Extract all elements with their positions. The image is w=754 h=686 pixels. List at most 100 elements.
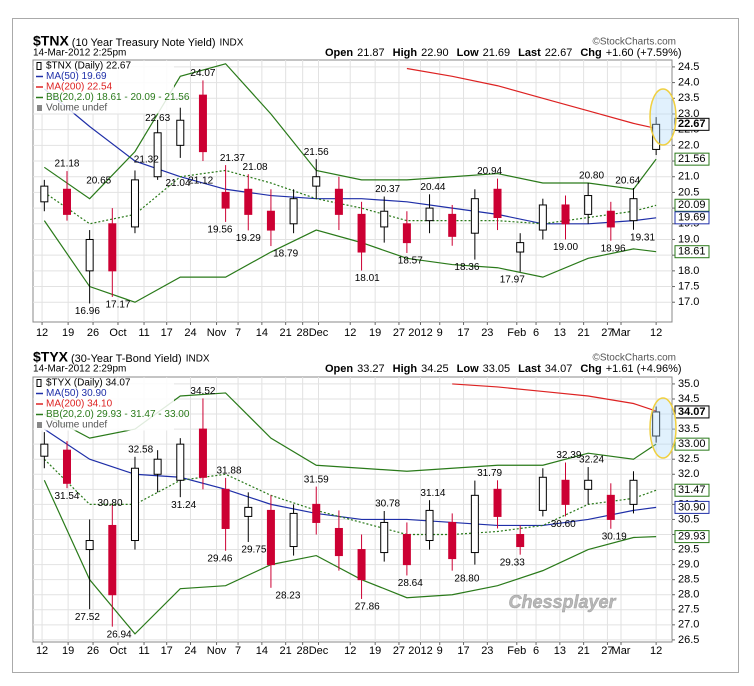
annotation: 21.12 bbox=[188, 176, 213, 187]
y-tick-label: 20.5 bbox=[678, 186, 699, 198]
last-value-label: 19.69 bbox=[678, 212, 706, 224]
y-tick-label: 19.0 bbox=[678, 233, 699, 245]
candle-body bbox=[85, 540, 94, 551]
candle-body bbox=[108, 223, 117, 272]
x-tick-label: 9 bbox=[437, 645, 443, 657]
candle-body bbox=[289, 512, 298, 548]
subtitle: 14-Mar-2012 2:29pm bbox=[33, 364, 126, 375]
x-tick-label: 12 bbox=[344, 645, 356, 657]
last-value-label: 20.09 bbox=[678, 199, 706, 211]
x-tick-label: Feb bbox=[507, 327, 526, 339]
x-tick-label: 28 bbox=[297, 645, 309, 657]
x-tick-label: 2012 bbox=[408, 645, 432, 657]
annotation: 21.56 bbox=[304, 147, 329, 158]
candle-body bbox=[380, 210, 389, 228]
candle-body bbox=[244, 188, 253, 215]
y-tick-label: 29.5 bbox=[678, 543, 699, 555]
candle-body bbox=[198, 428, 207, 478]
annotation: 19.31 bbox=[630, 232, 655, 243]
quote-label: Open bbox=[325, 47, 353, 59]
candle-body bbox=[85, 238, 94, 272]
last-value-label: 18.61 bbox=[678, 246, 706, 258]
quote-value: 21.69 bbox=[483, 47, 511, 59]
chart-title: (30-Year T-Bond Yield) bbox=[71, 353, 182, 365]
annotation: 32.39 bbox=[556, 450, 581, 461]
x-tick-label: Dec bbox=[309, 645, 329, 657]
legend-bg bbox=[34, 82, 174, 93]
candle-body bbox=[312, 503, 321, 523]
candle-body bbox=[606, 210, 615, 228]
symbol: $TYX bbox=[33, 349, 69, 365]
x-tick-label: 11 bbox=[138, 327, 149, 339]
annotation: 19.29 bbox=[236, 233, 261, 244]
legend-label: BB(20,2.0) 29.93 - 31.47 - 33.00 bbox=[46, 409, 190, 420]
annotation: 20.44 bbox=[420, 182, 445, 193]
annotation: 31.14 bbox=[420, 488, 445, 499]
x-tick-label: 17 bbox=[161, 327, 173, 339]
candle-body bbox=[652, 123, 661, 150]
annotation: 31.24 bbox=[171, 500, 196, 511]
quote-value: 34.25 bbox=[421, 363, 449, 375]
candle-body bbox=[108, 524, 117, 596]
annotation: 27.52 bbox=[75, 612, 100, 623]
candle-body bbox=[266, 509, 275, 566]
last-value-box bbox=[674, 245, 710, 259]
legend-label: MA(200) 34.10 bbox=[46, 399, 113, 410]
x-tick-label: 11 bbox=[138, 645, 149, 657]
legend-label: BB(20,2.0) 18.61 - 20.09 - 21.56 bbox=[46, 92, 190, 103]
candle-body bbox=[357, 549, 366, 581]
annotation: 31.88 bbox=[216, 466, 241, 477]
annotation: 29.75 bbox=[241, 545, 266, 556]
watermark: Chessplayer bbox=[508, 592, 616, 612]
y-tick-label: 23.5 bbox=[678, 92, 699, 104]
last-value-box bbox=[674, 437, 710, 451]
candle-body bbox=[130, 179, 139, 228]
x-tick-label: 23 bbox=[481, 327, 493, 339]
candle-body bbox=[244, 506, 253, 517]
annotation: 20.37 bbox=[375, 184, 400, 195]
quote-value: 22.90 bbox=[421, 47, 449, 59]
y-tick-label: 30.5 bbox=[678, 513, 699, 525]
x-tick-label: 24 bbox=[184, 645, 196, 657]
candle-body bbox=[198, 94, 207, 153]
x-tick-label: 21 bbox=[578, 327, 590, 339]
copyright: ©StockCharts.com bbox=[592, 37, 676, 48]
quote-value: 21.87 bbox=[357, 47, 385, 59]
x-tick-label: Nov bbox=[207, 327, 227, 339]
candle-body bbox=[425, 509, 434, 542]
highlight bbox=[649, 88, 677, 146]
candle-body bbox=[448, 213, 457, 237]
legend-label: Volume undef bbox=[46, 103, 107, 114]
exchange: INDX bbox=[186, 354, 210, 365]
lines bbox=[40, 63, 661, 304]
y-tick-label: 27.0 bbox=[678, 619, 699, 631]
line bbox=[43, 169, 657, 225]
x-tick-label: Oct bbox=[109, 645, 126, 657]
legend-icon bbox=[36, 62, 42, 70]
y-tick-label: 22.0 bbox=[678, 139, 699, 151]
x-tick-label: 9 bbox=[437, 327, 443, 339]
annotation: 32.24 bbox=[579, 455, 604, 466]
y-tick-label: 18.0 bbox=[678, 265, 699, 277]
annotation: 17.97 bbox=[500, 274, 525, 285]
quote-label: Chg bbox=[580, 47, 601, 59]
x-tick-label: 13 bbox=[554, 327, 566, 339]
annotation: 28.23 bbox=[275, 590, 300, 601]
legend-bg bbox=[34, 420, 174, 431]
candle-body bbox=[629, 198, 638, 222]
y-tick-label: 24.0 bbox=[678, 76, 699, 88]
x-tick-label: Nov bbox=[207, 645, 227, 657]
x-tick-label: 6 bbox=[533, 327, 539, 339]
lines bbox=[40, 383, 661, 635]
x-tick-label: 17 bbox=[457, 327, 469, 339]
annotation: 19.56 bbox=[207, 225, 232, 236]
x-tick-label: 12 bbox=[344, 327, 356, 339]
quote-label: Low bbox=[457, 363, 479, 375]
legend-bg bbox=[34, 399, 174, 410]
line bbox=[43, 63, 657, 200]
y-tick-label: 29.0 bbox=[678, 559, 699, 571]
annotation: 18.36 bbox=[454, 262, 479, 273]
last-value-box bbox=[674, 405, 710, 419]
x-tick-label: 19 bbox=[62, 645, 74, 657]
last-value-label: 22.67 bbox=[678, 118, 706, 130]
